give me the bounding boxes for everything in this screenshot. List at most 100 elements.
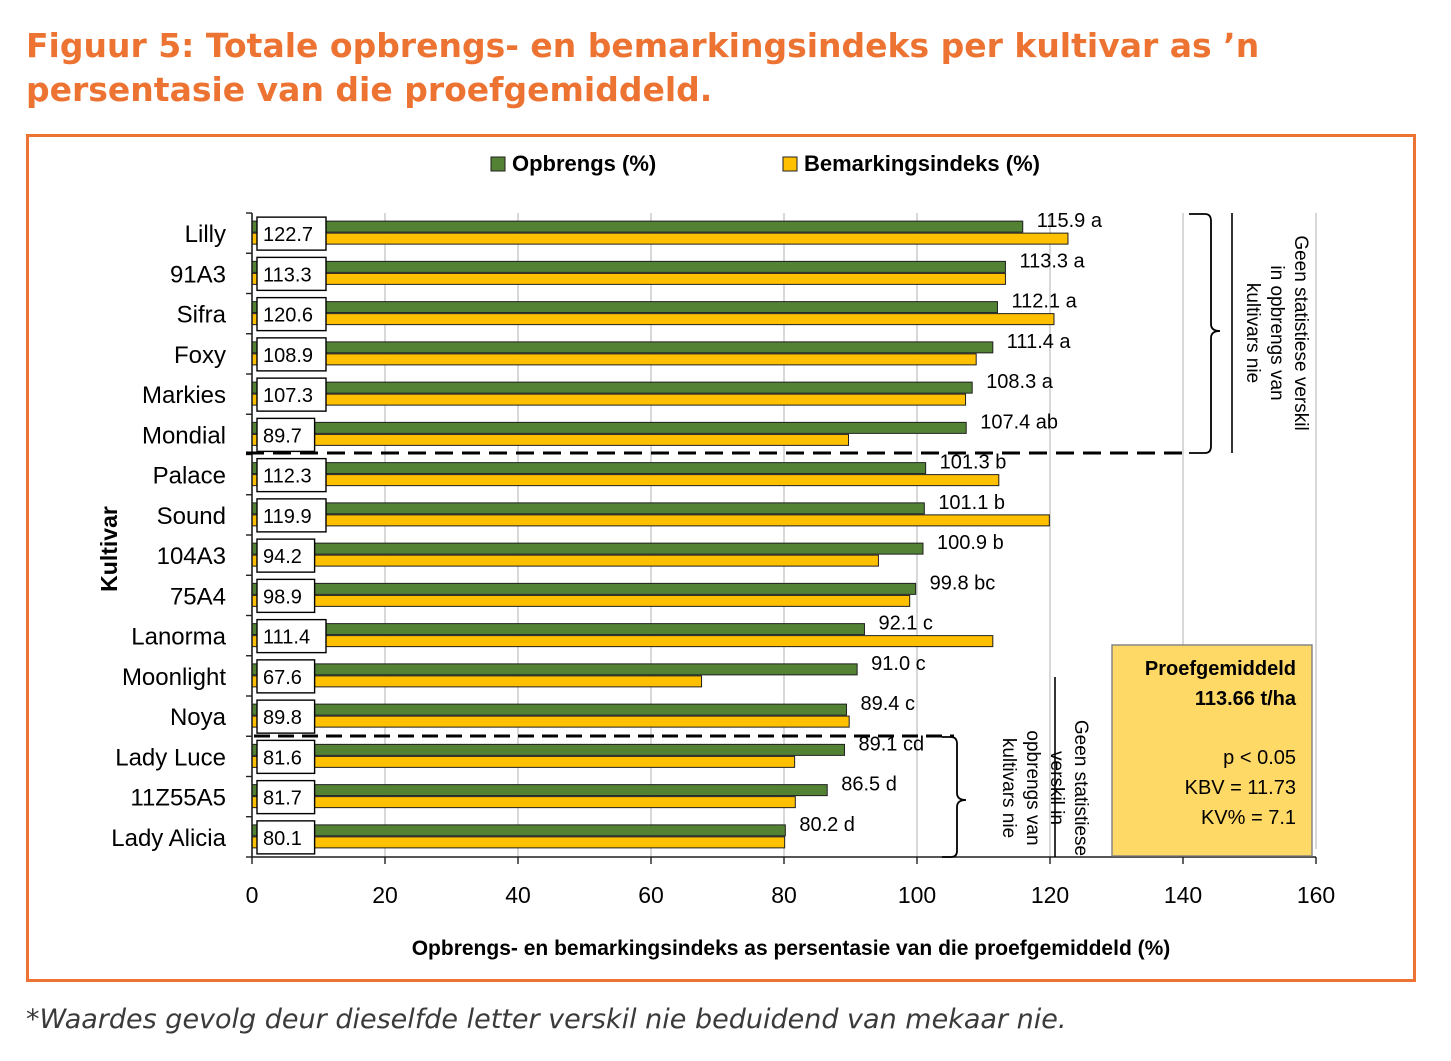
bar-yield-10 — [251, 623, 865, 636]
category-label-3: Foxy — [174, 342, 226, 369]
mean-box-p: p < 0.05 — [1223, 747, 1296, 769]
market-label-15: 80.1 — [263, 828, 302, 850]
category-label-2: Sifra — [177, 302, 227, 329]
figure-title: Figuur 5: Totale opbrengs- en bemarkings… — [26, 26, 1260, 109]
bar-market-12 — [251, 715, 850, 728]
category-label-7: Sound — [157, 503, 226, 530]
x-tick-label-20: 20 — [372, 882, 398, 908]
x-tick-label-120: 120 — [1031, 882, 1069, 908]
x-tick-label-80: 80 — [771, 882, 797, 908]
mean-box — [1111, 644, 1313, 857]
bar-market-5 — [251, 433, 850, 446]
x-tick-label-60: 60 — [638, 882, 664, 908]
bar-yield-8 — [251, 542, 924, 555]
bar-market-14 — [251, 796, 796, 809]
yield-label-7: 101.1 b — [938, 492, 1005, 514]
category-label-9: 75A4 — [170, 583, 226, 610]
bar-yield-13 — [251, 743, 846, 756]
category-label-14: 11Z55A5 — [130, 785, 226, 812]
category-label-4: Markies — [142, 382, 226, 409]
x-tick-label-40: 40 — [505, 882, 531, 908]
mean-box-kv: KV% = 7.1 — [1201, 807, 1296, 829]
bar-market-15 — [251, 836, 786, 849]
market-label-box-2 — [256, 296, 327, 332]
bar-yield-14 — [251, 784, 828, 797]
chart-frame: 115.9 a 122.7 113.3 a 113.3 112.1 a 120.6 111.… — [26, 134, 1416, 982]
group-note-bottom-line-3: kultivars nie — [998, 738, 1019, 838]
market-label-4: 107.3 — [263, 385, 313, 407]
market-label-14: 81.7 — [263, 788, 302, 810]
market-label-9: 98.9 — [263, 586, 302, 608]
yield-label-1: 113.3 a — [1019, 250, 1085, 272]
yield-label-5: 107.4 ab — [980, 411, 1058, 433]
bar-market-13 — [251, 755, 796, 768]
market-label-5: 89.7 — [263, 425, 302, 447]
bar-market-1 — [251, 272, 1006, 285]
yield-label-14: 86.5 d — [841, 774, 897, 796]
mean-box-value: 113.66 t/ha — [1195, 688, 1297, 710]
market-label-1: 113.3 — [263, 264, 312, 286]
market-label-10: 111.4 — [263, 627, 310, 649]
bar-market-9 — [251, 594, 911, 607]
market-label-box-6 — [256, 457, 327, 493]
market-label-box-1 — [256, 256, 327, 292]
market-label-box-7 — [256, 498, 327, 533]
yield-label-11: 91.0 c — [871, 653, 925, 675]
yield-label-12: 89.4 c — [861, 693, 915, 715]
yield-label-6: 101.3 b — [940, 452, 1007, 474]
x-tick-label-140: 140 — [1164, 882, 1202, 908]
category-label-6: Palace — [153, 463, 226, 490]
market-label-box-9 — [256, 578, 316, 614]
market-label-12: 89.8 — [263, 707, 302, 729]
yield-label-4: 108.3 a — [986, 371, 1054, 393]
bars — [251, 220, 1069, 849]
market-label-11: 67.6 — [263, 667, 302, 689]
category-label-13: Lady Luce — [115, 744, 226, 771]
market-label-box-8 — [256, 538, 316, 573]
mean-box-kbv: KBV = 11.73 — [1185, 777, 1296, 799]
category-label-8: 104A3 — [157, 543, 226, 570]
market-label-box-10 — [256, 618, 327, 654]
market-label-box-11 — [256, 659, 316, 694]
market-label-8: 94.2 — [263, 546, 302, 568]
yield-label-9: 99.8 bc — [930, 572, 996, 594]
yield-label-2: 112.1 a — [1011, 291, 1077, 313]
x-tick-label-100: 100 — [898, 882, 936, 908]
data-labels: 115.9 a 122.7 113.3 a 113.3 112.1 a 120.6 111.… — [256, 210, 1103, 855]
yield-label-3: 111.4 a — [1007, 331, 1072, 353]
category-label-1: 91A3 — [170, 261, 226, 288]
bar-yield-4 — [251, 381, 973, 394]
y-axis-title: Kultivar — [96, 506, 122, 592]
market-label-7: 119.9 — [263, 506, 312, 528]
bar-yield-3 — [251, 341, 994, 354]
market-label-box-5 — [256, 417, 316, 453]
bar-market-10 — [251, 635, 994, 648]
bar-yield-11 — [251, 663, 858, 676]
category-label-12: Noya — [170, 704, 227, 731]
bar-market-3 — [251, 353, 977, 366]
x-tick-label-0: 0 — [246, 882, 259, 908]
brace-top — [1189, 213, 1221, 454]
bar-yield-2 — [251, 301, 998, 314]
category-label-5: Mondial — [142, 422, 226, 449]
chart-svg: 115.9 a 122.7 113.3 a 113.3 112.1 a 120.6 111.… — [96, 151, 1335, 960]
legend-label-market: Bemarkingsindeks (%) — [804, 151, 1040, 176]
category-label-11: Moonlight — [122, 664, 226, 691]
legend-label-yield: Opbrengs (%) — [512, 151, 656, 176]
market-label-box-14 — [256, 779, 316, 815]
bar-yield-6 — [251, 462, 927, 475]
group-note-top-line-2: kultivars nie — [1242, 283, 1263, 383]
bar-yield-1 — [251, 260, 1006, 273]
market-label-box-13 — [256, 739, 316, 775]
market-label-2: 120.6 — [263, 305, 313, 327]
yield-label-15: 80.2 d — [799, 814, 855, 836]
category-label-15: Lady Alicia — [111, 825, 226, 852]
market-label-0: 122.7 — [263, 224, 313, 246]
bar-yield-15 — [251, 824, 786, 837]
bar-yield-9 — [251, 582, 917, 595]
bar-yield-5 — [251, 421, 967, 434]
brace-bottom — [942, 736, 967, 858]
group-note-top-line-1: in opbrengs van — [1266, 265, 1287, 400]
